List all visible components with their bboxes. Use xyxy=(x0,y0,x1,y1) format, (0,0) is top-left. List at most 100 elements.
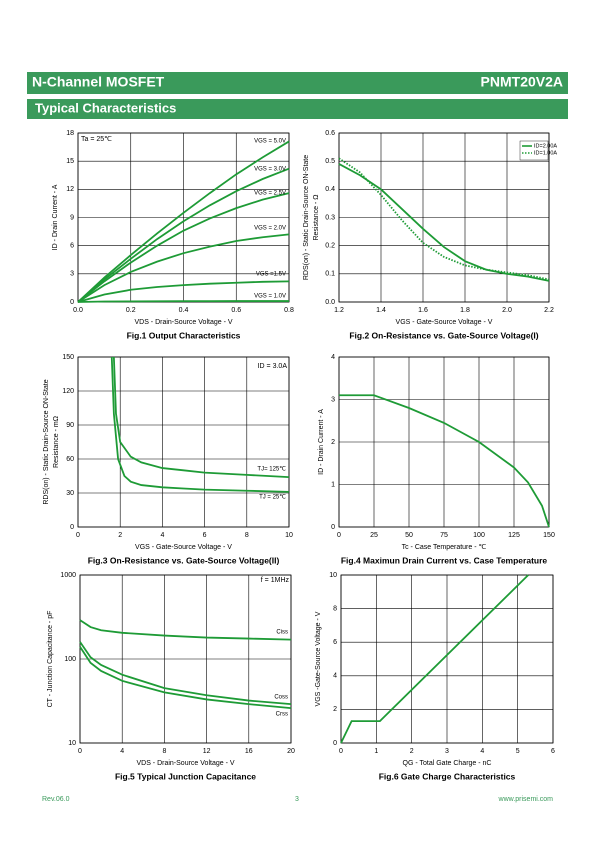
annotation: Ta = 25℃ xyxy=(81,136,112,143)
y-tick-label: 0.2 xyxy=(325,243,335,250)
y-tick-label: 18 xyxy=(66,130,74,137)
x-axis-label: VGS - Gate-Source Voltage - V xyxy=(396,319,493,326)
y-axis-label: Resistance - mΩ xyxy=(53,416,60,468)
y-tick-label: 60 xyxy=(66,456,74,463)
footer-url: www.prisemi.com xyxy=(498,796,554,803)
series-line xyxy=(338,163,550,282)
x-tick-label: 12 xyxy=(203,748,211,755)
figure-title: Fig.1 Output Characteristics xyxy=(127,330,241,340)
y-tick-label: 2 xyxy=(331,439,335,446)
x-tick-label: 0 xyxy=(337,532,341,539)
y-tick-label: 120 xyxy=(62,388,74,395)
x-tick-label: 2 xyxy=(410,748,414,755)
x-tick-label: 0 xyxy=(76,532,80,539)
section-title: Typical Characteristics xyxy=(35,100,176,115)
series-label: TJ = 25℃ xyxy=(259,495,286,501)
plot-frame xyxy=(340,574,554,744)
figure-title: Fig.3 On-Resistance vs. Gate-Source Volt… xyxy=(88,555,280,565)
legend-box xyxy=(519,140,549,161)
y-tick-label: 0.4 xyxy=(325,186,335,193)
x-tick-label: 125 xyxy=(508,532,520,539)
chart: 0 4 8 12 16 20 10 100 1000 VDS - Drain-Source Vol… xyxy=(47,572,295,781)
series-line xyxy=(79,641,292,706)
series-line xyxy=(339,394,550,528)
y-axis-label: ID - Drain Current - A xyxy=(52,184,59,250)
x-tick-label: 0 xyxy=(78,748,82,755)
x-tick-label: 0.4 xyxy=(179,307,189,314)
plot-frame xyxy=(79,574,292,744)
series-label: Coss xyxy=(274,695,288,701)
legend-label: ID=2.00A xyxy=(534,143,557,149)
y-axis-label: RDS(on) - Static Drain-Source ON-State xyxy=(303,155,310,280)
series-label: TJ= 125℃ xyxy=(257,467,286,473)
x-tick-label: 0.0 xyxy=(73,307,83,314)
x-tick-label: 10 xyxy=(285,532,293,539)
x-tick-label: 25 xyxy=(370,532,378,539)
y-tick-label: 10 xyxy=(68,740,76,747)
figure-title: Fig.2 On-Resistance vs. Gate-Source Volt… xyxy=(349,330,538,340)
chart: 0 2 4 6 8 10 0 30 60 90 120 150 VGS - Gate-Source Vo… xyxy=(43,354,293,565)
x-tick-label: 3 xyxy=(445,748,449,755)
series-line xyxy=(77,167,290,303)
x-axis-label: QG - Total Gate Charge - nC xyxy=(403,760,492,767)
y-tick-label: 0 xyxy=(70,299,74,306)
x-tick-label: 150 xyxy=(543,532,555,539)
x-tick-label: 16 xyxy=(245,748,253,755)
x-axis-label: Tc - Case Temperature - ℃ xyxy=(402,544,487,551)
x-tick-label: 1.6 xyxy=(418,307,428,314)
x-tick-label: 8 xyxy=(162,748,166,755)
y-tick-label: 12 xyxy=(66,186,74,193)
y-tick-label: 0.3 xyxy=(325,214,335,221)
x-tick-label: 4 xyxy=(120,748,124,755)
footer-rev: Rev.06.0 xyxy=(42,796,70,803)
y-tick-label: 1 xyxy=(331,481,335,488)
x-tick-label: 0 xyxy=(339,748,343,755)
y-tick-label: 30 xyxy=(66,490,74,497)
x-tick-label: 1.4 xyxy=(376,307,386,314)
y-tick-label: 4 xyxy=(331,354,335,361)
y-tick-label: 3 xyxy=(70,271,74,278)
x-tick-label: 1 xyxy=(374,748,378,755)
section-bar xyxy=(27,99,568,119)
annotation: ID = 3.0A xyxy=(258,363,288,370)
x-tick-label: 2.0 xyxy=(502,307,512,314)
y-tick-label: 0.5 xyxy=(325,158,335,165)
series-line xyxy=(77,192,290,303)
chart: 0.0 0.2 0.4 0.6 0.8 0 3 6 9 12 15 18 VDS - Drain-Sou… xyxy=(52,130,294,340)
series-label: VGS = 5.0V xyxy=(254,139,286,145)
y-axis-label: ID - Drain Current - A xyxy=(318,409,325,475)
y-tick-label: 90 xyxy=(66,422,74,429)
series-label: VGS = 1.0V xyxy=(254,294,286,300)
y-tick-label: 15 xyxy=(66,158,74,165)
y-axis-label: CT - Junction Capacitance - pF xyxy=(47,611,54,708)
header-bar xyxy=(27,72,568,94)
legend-label: ID=1.00A xyxy=(534,150,557,156)
x-tick-label: 6 xyxy=(203,532,207,539)
y-tick-label: 0 xyxy=(70,524,74,531)
plot-frame xyxy=(77,356,290,528)
series-line xyxy=(112,356,290,479)
x-axis-label: VDS - Drain-Source Voltage - V xyxy=(136,760,234,767)
chart: 0 25 50 75 100 125 150 0 1 2 3 4 Tc - Case Temperatu… xyxy=(318,354,555,565)
x-tick-label: 2.2 xyxy=(544,307,554,314)
x-tick-label: 75 xyxy=(440,532,448,539)
series-label: VGS = 2.0V xyxy=(254,226,286,232)
y-tick-label: 2 xyxy=(333,706,337,713)
figure-title: Fig.5 Typical Junction Capacitance xyxy=(115,771,256,781)
x-tick-label: 0.6 xyxy=(231,307,241,314)
y-tick-label: 0.1 xyxy=(325,271,335,278)
x-tick-label: 2 xyxy=(118,532,122,539)
series-label: Ciss xyxy=(276,630,288,636)
plot-frame xyxy=(338,132,550,303)
series-line xyxy=(77,233,290,303)
x-tick-label: 8 xyxy=(245,532,249,539)
series-line xyxy=(110,356,290,493)
y-tick-label: 0 xyxy=(331,524,335,531)
figure-title: Fig.4 Maximun Drain Current vs. Case Tem… xyxy=(341,555,548,565)
x-tick-label: 6 xyxy=(551,748,555,755)
y-tick-label: 0.6 xyxy=(325,130,335,137)
y-axis-label: VGS -Gate-Source Voltage - V xyxy=(315,611,322,706)
y-tick-label: 6 xyxy=(70,243,74,250)
y-tick-label: 3 xyxy=(331,396,335,403)
